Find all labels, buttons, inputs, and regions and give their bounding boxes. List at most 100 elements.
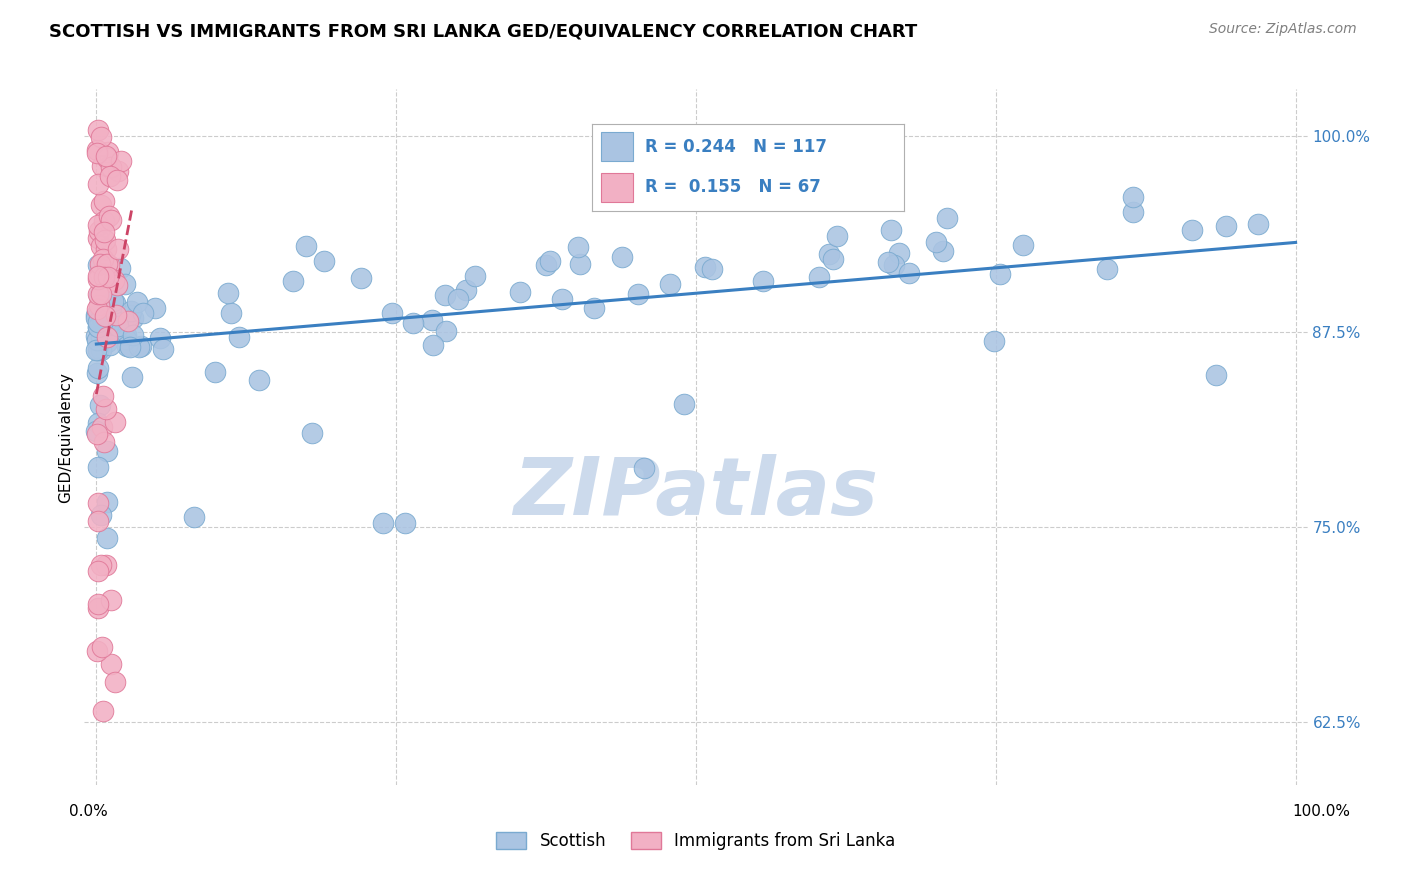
Point	[627, 286, 650, 301]
Point	[1181, 223, 1204, 237]
Point	[90, 129, 112, 144]
Point	[295, 239, 318, 253]
Point	[87, 514, 110, 528]
Point	[880, 223, 903, 237]
Point	[1122, 190, 1144, 204]
Point	[540, 254, 562, 268]
Point	[94, 309, 117, 323]
Point	[93, 214, 115, 228]
Point	[550, 292, 572, 306]
Point	[96, 330, 118, 344]
Point	[702, 261, 724, 276]
Point	[96, 257, 118, 271]
Point	[454, 283, 477, 297]
Point	[94, 234, 117, 248]
Point	[87, 178, 110, 192]
Point	[86, 643, 108, 657]
Point	[897, 266, 920, 280]
Point	[131, 339, 153, 353]
Point	[96, 268, 118, 283]
Point	[127, 294, 149, 309]
Point	[86, 269, 108, 284]
Point	[633, 461, 655, 475]
Point	[87, 123, 110, 137]
Point	[98, 258, 121, 272]
Point	[86, 308, 108, 322]
Point	[101, 307, 124, 321]
Point	[204, 365, 226, 379]
Point	[98, 338, 121, 352]
Point	[96, 558, 118, 573]
Point	[110, 260, 132, 275]
Point	[105, 173, 128, 187]
Point	[93, 435, 115, 450]
Point	[94, 149, 117, 163]
Point	[91, 389, 114, 403]
Point	[118, 340, 141, 354]
Point	[86, 301, 108, 316]
Point	[105, 277, 128, 292]
Point	[91, 314, 114, 328]
Point	[87, 314, 110, 328]
Point	[86, 328, 108, 343]
Legend: Scottish, Immigrants from Sri Lanka: Scottish, Immigrants from Sri Lanka	[489, 825, 903, 856]
Point	[228, 330, 250, 344]
Point	[877, 254, 900, 268]
Text: R =  0.155   N = 67: R = 0.155 N = 67	[645, 178, 821, 196]
Point	[122, 311, 145, 326]
Point	[381, 306, 404, 320]
Point	[219, 306, 242, 320]
Point	[422, 338, 444, 352]
Point	[394, 516, 416, 531]
Point	[112, 314, 135, 328]
Point	[104, 308, 127, 322]
Point	[420, 313, 443, 327]
Point	[90, 508, 112, 522]
Point	[988, 267, 1011, 281]
Point	[87, 343, 110, 357]
Point	[1122, 205, 1144, 219]
Point	[87, 218, 110, 232]
Point	[90, 640, 112, 654]
Point	[932, 244, 955, 258]
Point	[89, 256, 111, 270]
Point	[98, 209, 121, 223]
Point	[90, 198, 112, 212]
Point	[693, 260, 716, 274]
Text: ZIPatlas: ZIPatlas	[513, 454, 879, 532]
Text: 100.0%: 100.0%	[1292, 805, 1351, 819]
Point	[86, 143, 108, 157]
Point	[104, 415, 127, 429]
Point	[86, 496, 108, 510]
Point	[1011, 238, 1033, 252]
Point	[128, 340, 150, 354]
Point	[91, 704, 114, 718]
Point	[87, 287, 110, 301]
Text: SCOTTISH VS IMMIGRANTS FROM SRI LANKA GED/EQUIVALENCY CORRELATION CHART: SCOTTISH VS IMMIGRANTS FROM SRI LANKA GE…	[49, 22, 918, 40]
Point	[447, 293, 470, 307]
Point	[93, 270, 115, 285]
Point	[808, 270, 831, 285]
Point	[96, 443, 118, 458]
Point	[96, 242, 118, 256]
Point	[107, 242, 129, 256]
Point	[87, 598, 110, 612]
Point	[509, 285, 531, 300]
Point	[115, 328, 138, 343]
Point	[93, 225, 115, 239]
Point	[433, 288, 456, 302]
Point	[1215, 219, 1237, 234]
Point	[86, 427, 108, 442]
Point	[569, 257, 592, 271]
Point	[87, 564, 110, 578]
Point	[87, 298, 110, 312]
Point	[1247, 217, 1270, 231]
Point	[89, 398, 111, 412]
Point	[925, 235, 948, 249]
Point	[87, 601, 110, 615]
Point	[87, 319, 110, 334]
Point	[936, 211, 959, 226]
Point	[96, 494, 118, 508]
Point	[152, 343, 174, 357]
Point	[434, 324, 457, 338]
